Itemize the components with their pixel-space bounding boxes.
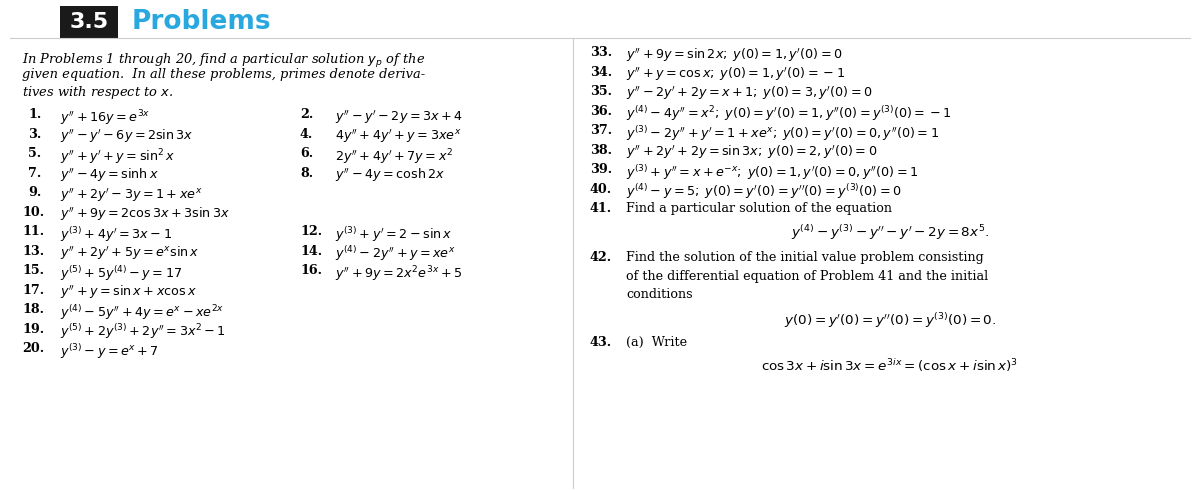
- Text: $2y'' + 4y' + 7y = x^2$: $2y'' + 4y' + 7y = x^2$: [335, 147, 454, 167]
- Text: 4.: 4.: [300, 127, 313, 141]
- Text: Find a particular solution of the equation: Find a particular solution of the equati…: [626, 202, 892, 215]
- Text: $y'' + 2y' + 5y = e^x \sin x$: $y'' + 2y' + 5y = e^x \sin x$: [60, 245, 199, 262]
- Text: tives with respect to $x$.: tives with respect to $x$.: [22, 84, 173, 101]
- Text: $y^{(4)} - y^{(3)} - y'' - y' - 2y = 8x^5.$: $y^{(4)} - y^{(3)} - y'' - y' - 2y = 8x^…: [791, 223, 989, 243]
- Text: 20.: 20.: [22, 342, 44, 355]
- Text: $y'' - y' - 6y = 2\sin 3x$: $y'' - y' - 6y = 2\sin 3x$: [60, 127, 193, 145]
- Text: 41.: 41.: [590, 202, 612, 215]
- Text: Problems: Problems: [132, 9, 271, 35]
- Text: $y^{(5)} + 5y^{(4)} - y = 17$: $y^{(5)} + 5y^{(4)} - y = 17$: [60, 264, 182, 283]
- Text: 39.: 39.: [590, 163, 612, 176]
- Text: 11.: 11.: [22, 225, 44, 238]
- Text: $y^{(3)} + 4y' = 3x - 1$: $y^{(3)} + 4y' = 3x - 1$: [60, 225, 172, 244]
- Text: $y'' + 2y' - 3y = 1 + xe^x$: $y'' + 2y' - 3y = 1 + xe^x$: [60, 186, 203, 203]
- Text: 36.: 36.: [590, 104, 612, 118]
- Text: $y'' + 16y = e^{3x}$: $y'' + 16y = e^{3x}$: [60, 108, 150, 127]
- Text: $y^{(4)} - 4y'' = x^2;\; y(0) = y'(0) = 1, y''(0) = y^{(3)}(0) = -1$: $y^{(4)} - 4y'' = x^2;\; y(0) = y'(0) = …: [626, 104, 952, 123]
- Text: $y'' + y' + y = \sin^2 x$: $y'' + y' + y = \sin^2 x$: [60, 147, 175, 167]
- Text: $\cos 3x + i\sin 3x = e^{3ix} = (\cos x + i\sin x)^3$: $\cos 3x + i\sin 3x = e^{3ix} = (\cos x …: [762, 358, 1019, 374]
- Text: 40.: 40.: [590, 182, 612, 196]
- Text: 13.: 13.: [22, 245, 44, 258]
- Text: 8.: 8.: [300, 167, 313, 179]
- Text: Find the solution of the initial value problem consisting: Find the solution of the initial value p…: [626, 251, 984, 264]
- Text: $y'' + 9y = \sin 2x;\; y(0) = 1, y'(0) = 0$: $y'' + 9y = \sin 2x;\; y(0) = 1, y'(0) =…: [626, 46, 842, 64]
- Text: $y^{(4)} - y = 5;\; y(0) = y'(0) = y''(0) = y^{(3)}(0) = 0$: $y^{(4)} - y = 5;\; y(0) = y'(0) = y''(0…: [626, 182, 901, 201]
- Text: $y'' + y = \sin x + x\cos x$: $y'' + y = \sin x + x\cos x$: [60, 284, 197, 301]
- Text: $4y'' + 4y' + y = 3xe^x$: $4y'' + 4y' + y = 3xe^x$: [335, 127, 462, 145]
- Text: $y'' - 4y = \sinh x$: $y'' - 4y = \sinh x$: [60, 167, 158, 184]
- Text: $y^{(5)} + 2y^{(3)} + 2y'' = 3x^2 - 1$: $y^{(5)} + 2y^{(3)} + 2y'' = 3x^2 - 1$: [60, 322, 226, 342]
- Text: 43.: 43.: [590, 336, 612, 349]
- Text: 12.: 12.: [300, 225, 322, 238]
- FancyBboxPatch shape: [60, 6, 118, 38]
- Text: (a)  Write: (a) Write: [626, 336, 688, 349]
- Text: 19.: 19.: [22, 322, 44, 336]
- Text: 16.: 16.: [300, 264, 322, 277]
- Text: $y'' + 9y = 2x^2 e^{3x} + 5$: $y'' + 9y = 2x^2 e^{3x} + 5$: [335, 264, 462, 284]
- Text: conditions: conditions: [626, 288, 692, 301]
- Text: $y'' - y' - 2y = 3x + 4$: $y'' - y' - 2y = 3x + 4$: [335, 108, 463, 125]
- Text: 34.: 34.: [590, 66, 612, 78]
- Text: $y^{(3)} + y' = 2 - \sin x$: $y^{(3)} + y' = 2 - \sin x$: [335, 225, 452, 244]
- Text: $y'' + 9y = 2\cos 3x + 3\sin 3x$: $y'' + 9y = 2\cos 3x + 3\sin 3x$: [60, 205, 230, 223]
- Text: 42.: 42.: [590, 251, 612, 264]
- Text: 37.: 37.: [590, 124, 612, 137]
- Text: $y'' + y = \cos x;\; y(0) = 1, y'(0) = -1$: $y'' + y = \cos x;\; y(0) = 1, y'(0) = -…: [626, 66, 845, 83]
- Text: 2.: 2.: [300, 108, 313, 121]
- Text: $y'' + 2y' + 2y = \sin 3x;\; y(0) = 2, y'(0) = 0$: $y'' + 2y' + 2y = \sin 3x;\; y(0) = 2, y…: [626, 144, 877, 161]
- Text: 33.: 33.: [590, 46, 612, 59]
- Text: $y^{(3)} - y = e^x + 7$: $y^{(3)} - y = e^x + 7$: [60, 342, 158, 361]
- Text: $y^{(4)} - 5y'' + 4y = e^x - xe^{2x}$: $y^{(4)} - 5y'' + 4y = e^x - xe^{2x}$: [60, 303, 224, 322]
- Text: 18.: 18.: [22, 303, 44, 316]
- Text: $y^{(3)} + y'' = x + e^{-x};\; y(0) = 1, y'(0) = 0, y''(0) = 1$: $y^{(3)} + y'' = x + e^{-x};\; y(0) = 1,…: [626, 163, 918, 182]
- Text: 5.: 5.: [28, 147, 41, 160]
- Text: 6.: 6.: [300, 147, 313, 160]
- Text: 38.: 38.: [590, 144, 612, 156]
- Text: $y^{(3)} - 2y'' + y' = 1 + xe^x;\; y(0) = y'(0) = 0, y''(0) = 1$: $y^{(3)} - 2y'' + y' = 1 + xe^x;\; y(0) …: [626, 124, 940, 143]
- Text: 3.: 3.: [28, 127, 41, 141]
- Text: $y'' - 2y' + 2y = x + 1;\; y(0) = 3, y'(0) = 0$: $y'' - 2y' + 2y = x + 1;\; y(0) = 3, y'(…: [626, 85, 872, 102]
- Text: $y^{(4)} - 2y'' + y = xe^x$: $y^{(4)} - 2y'' + y = xe^x$: [335, 245, 456, 264]
- Text: 3.5: 3.5: [70, 12, 108, 32]
- Text: 9.: 9.: [28, 186, 41, 199]
- Text: given equation.  In all these problems, primes denote deriva-: given equation. In all these problems, p…: [22, 68, 425, 81]
- Text: 14.: 14.: [300, 245, 322, 258]
- Text: 35.: 35.: [590, 85, 612, 98]
- Text: $y(0) = y'(0) = y''(0) = y^{(3)}(0) = 0.$: $y(0) = y'(0) = y''(0) = y^{(3)}(0) = 0.…: [784, 312, 996, 330]
- Text: 7.: 7.: [28, 167, 41, 179]
- Text: of the differential equation of Problem 41 and the initial: of the differential equation of Problem …: [626, 270, 989, 283]
- Text: In Problems 1 through 20, find a particular solution $y_p$ of the: In Problems 1 through 20, find a particu…: [22, 52, 426, 70]
- Text: 17.: 17.: [22, 284, 44, 296]
- Text: 10.: 10.: [22, 205, 44, 219]
- Text: 15.: 15.: [22, 264, 44, 277]
- Text: $y'' - 4y = \cosh 2x$: $y'' - 4y = \cosh 2x$: [335, 167, 445, 184]
- Text: 1.: 1.: [28, 108, 41, 121]
